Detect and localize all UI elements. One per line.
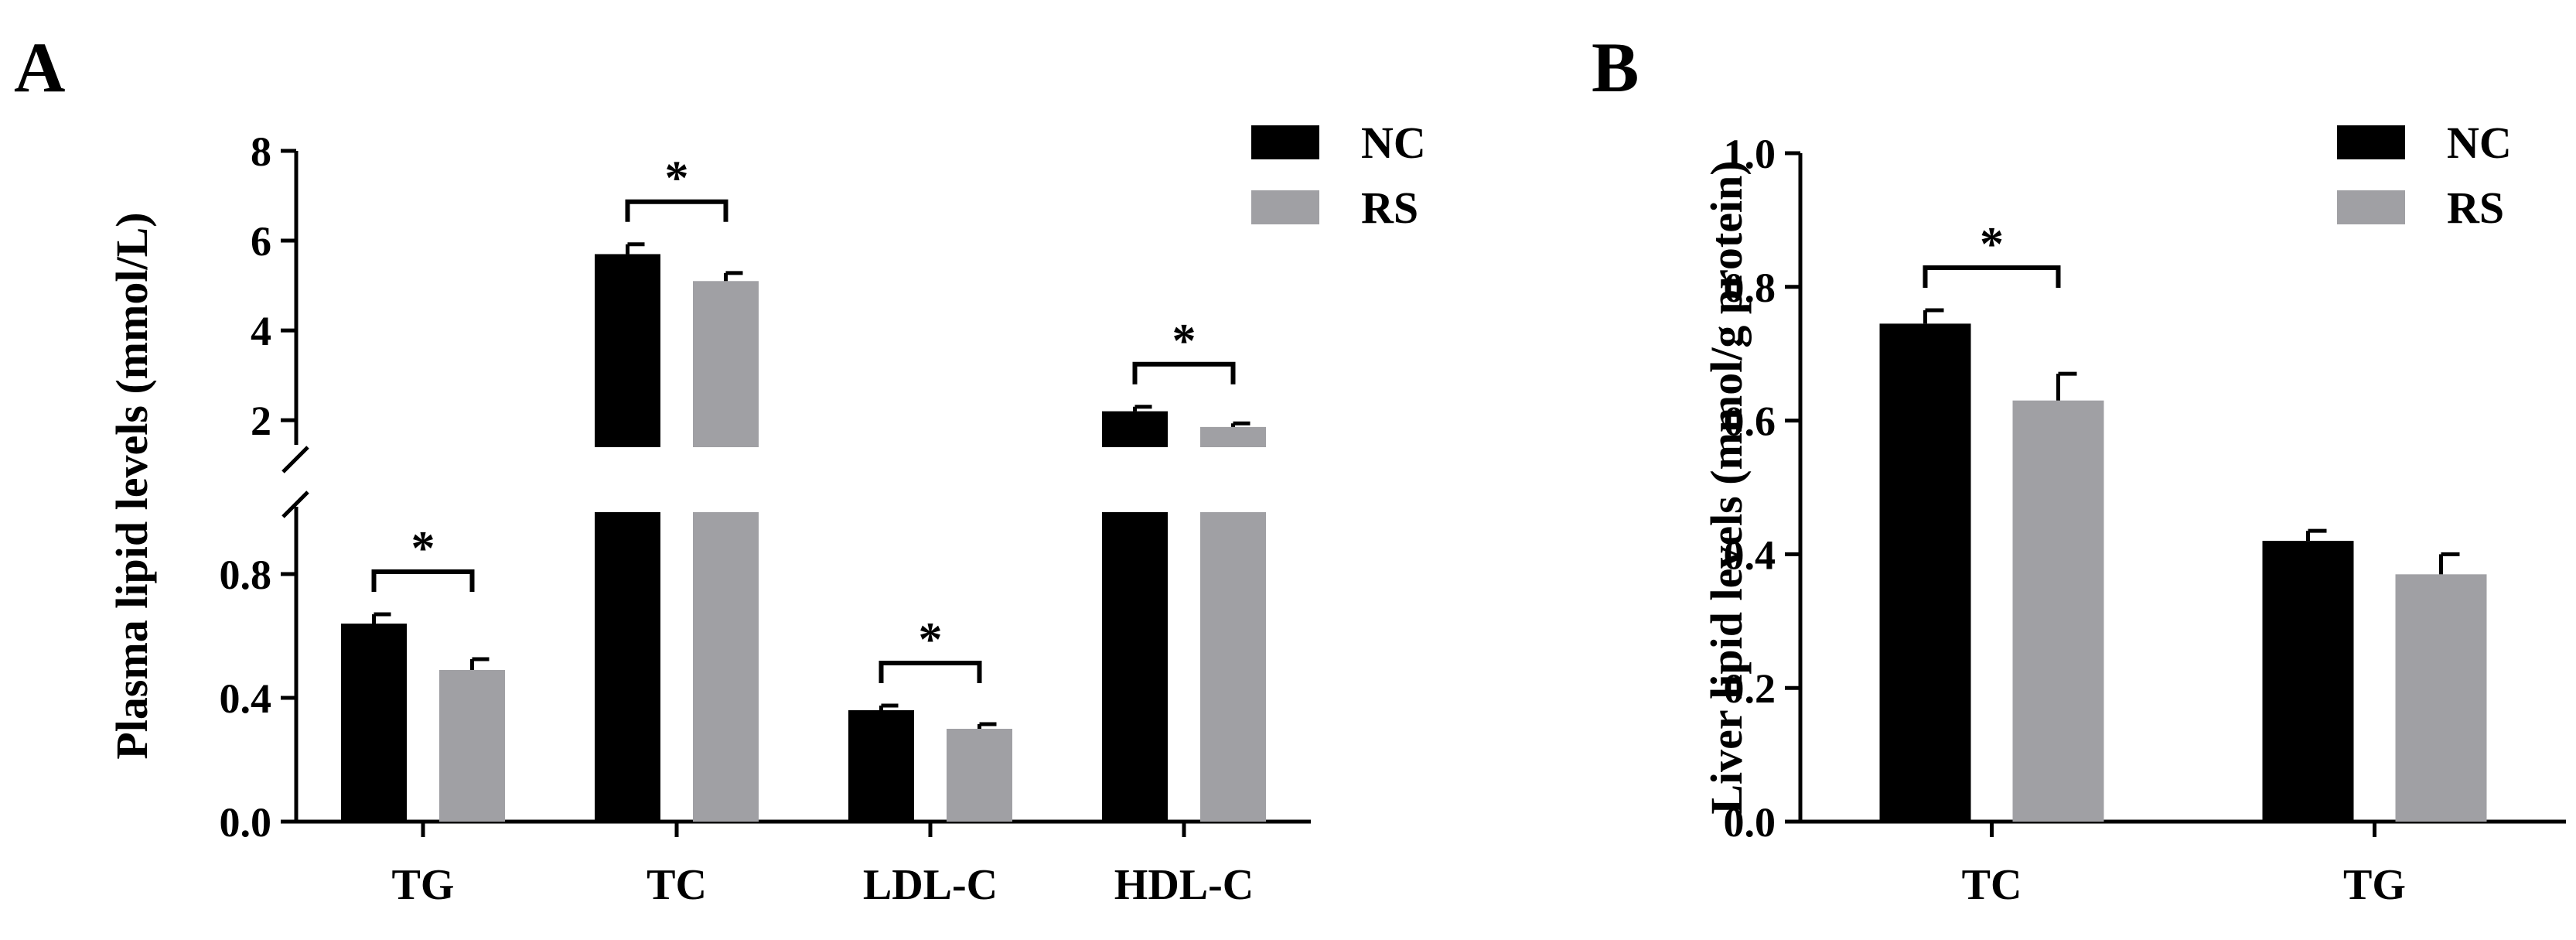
y-tick-label: 0.4: [220, 675, 272, 722]
bar-rs: [2012, 400, 2104, 822]
significance-star: *: [1172, 315, 1196, 367]
bar-rs: [947, 729, 1012, 822]
y-tick-label: 0.2: [1724, 665, 1776, 712]
y-tick-label: 8: [251, 128, 271, 175]
y-axis-title-b: Liver lipid levels (mmol/g protein): [1701, 160, 1752, 814]
significance-bracket: [1923, 265, 2061, 289]
legend-swatch-nc: [2337, 125, 2405, 159]
legend-swatch-rs: [2337, 190, 2405, 224]
bar-nc: [341, 624, 407, 822]
x-tick-label: TG: [2343, 861, 2406, 909]
y-tick-label: 6: [251, 218, 271, 265]
legend-swatch-nc: [1251, 125, 1319, 159]
significance-bracket: [371, 569, 475, 592]
bar-nc: [1879, 323, 1971, 822]
bar-rs: [2395, 574, 2487, 822]
y-tick-label: 0.6: [1724, 398, 1776, 445]
y-tick-label: 1.0: [1724, 131, 1776, 177]
significance-bracket: [625, 199, 728, 222]
x-tick-label: HDL-C: [1114, 861, 1254, 909]
legend-label-nc: NC: [2447, 118, 2512, 168]
x-tick-label: TC: [1962, 861, 2022, 909]
y-axis-title-a: Plasma lipid levels (mmol/L): [107, 212, 157, 759]
bar-rs-upper: [1200, 426, 1266, 447]
legend-label-nc: NC: [1361, 118, 1426, 168]
y-tick-label: 0.4: [1724, 532, 1776, 578]
legend-label-rs: RS: [1361, 183, 1418, 233]
x-tick-label: TG: [392, 861, 455, 909]
bar-nc: [848, 710, 914, 822]
significance-star: *: [919, 614, 943, 666]
significance-star: *: [665, 152, 689, 205]
y-tick-label: 0.8: [220, 552, 272, 598]
bar-rs-lower: [1200, 512, 1266, 822]
bar-nc-lower: [1102, 512, 1168, 822]
legend-label-rs: RS: [2447, 183, 2504, 233]
bar-nc-upper: [1102, 411, 1168, 447]
panel-label-a: A: [14, 28, 65, 107]
y-tick-label: 0.8: [1724, 265, 1776, 311]
bar-rs: [439, 670, 505, 822]
significance-bracket: [1132, 361, 1236, 385]
bar-rs-upper: [693, 281, 759, 447]
axis-break-mark-top: [281, 446, 309, 473]
significance-bracket: [879, 661, 982, 683]
bar-nc-upper: [595, 254, 660, 447]
y-tick-label: 0.0: [220, 799, 272, 846]
legend-swatch-rs: [1251, 190, 1319, 224]
x-tick-label: LDL-C: [863, 861, 998, 909]
y-tick-label: 0.0: [1724, 799, 1776, 846]
axis-break-mark-bottom: [281, 491, 309, 518]
y-tick-label: 2: [251, 398, 271, 444]
y-tick-label: 4: [251, 308, 271, 354]
significance-star: *: [1980, 218, 2004, 271]
bar-nc: [2262, 541, 2354, 822]
panel-label-b: B: [1592, 28, 1639, 107]
bar-nc-lower: [595, 512, 660, 822]
x-tick-label: TC: [647, 861, 707, 909]
bar-rs-lower: [693, 512, 759, 822]
significance-star: *: [411, 522, 435, 575]
